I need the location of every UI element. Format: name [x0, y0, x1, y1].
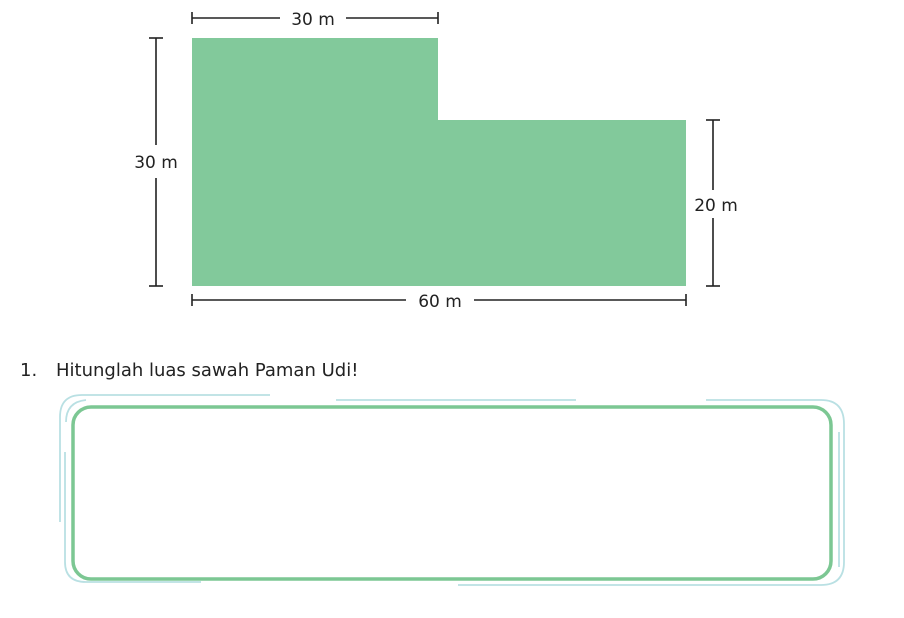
question: 1. Hitunglah luas sawah Paman Udi! [20, 360, 358, 381]
answer-box[interactable] [56, 392, 852, 592]
field-shape [192, 38, 686, 286]
field-diagram: 30 m 30 m 20 m 60 m [134, 10, 738, 312]
dimension-bottom [191, 294, 687, 306]
dimension-left-label: 30 m [134, 153, 178, 173]
dimension-top [191, 12, 439, 24]
question-number: 1. [20, 360, 38, 381]
dimension-right-label: 20 m [694, 196, 738, 216]
dimension-left [149, 37, 163, 287]
answer-box-decoration [59, 394, 845, 586]
dimension-bottom-label: 60 m [418, 292, 462, 312]
answer-box-border [71, 405, 833, 581]
dimension-right [706, 119, 720, 287]
question-text: Hitunglah luas sawah Paman Udi! [56, 360, 359, 381]
dimension-top-label: 30 m [291, 10, 335, 30]
